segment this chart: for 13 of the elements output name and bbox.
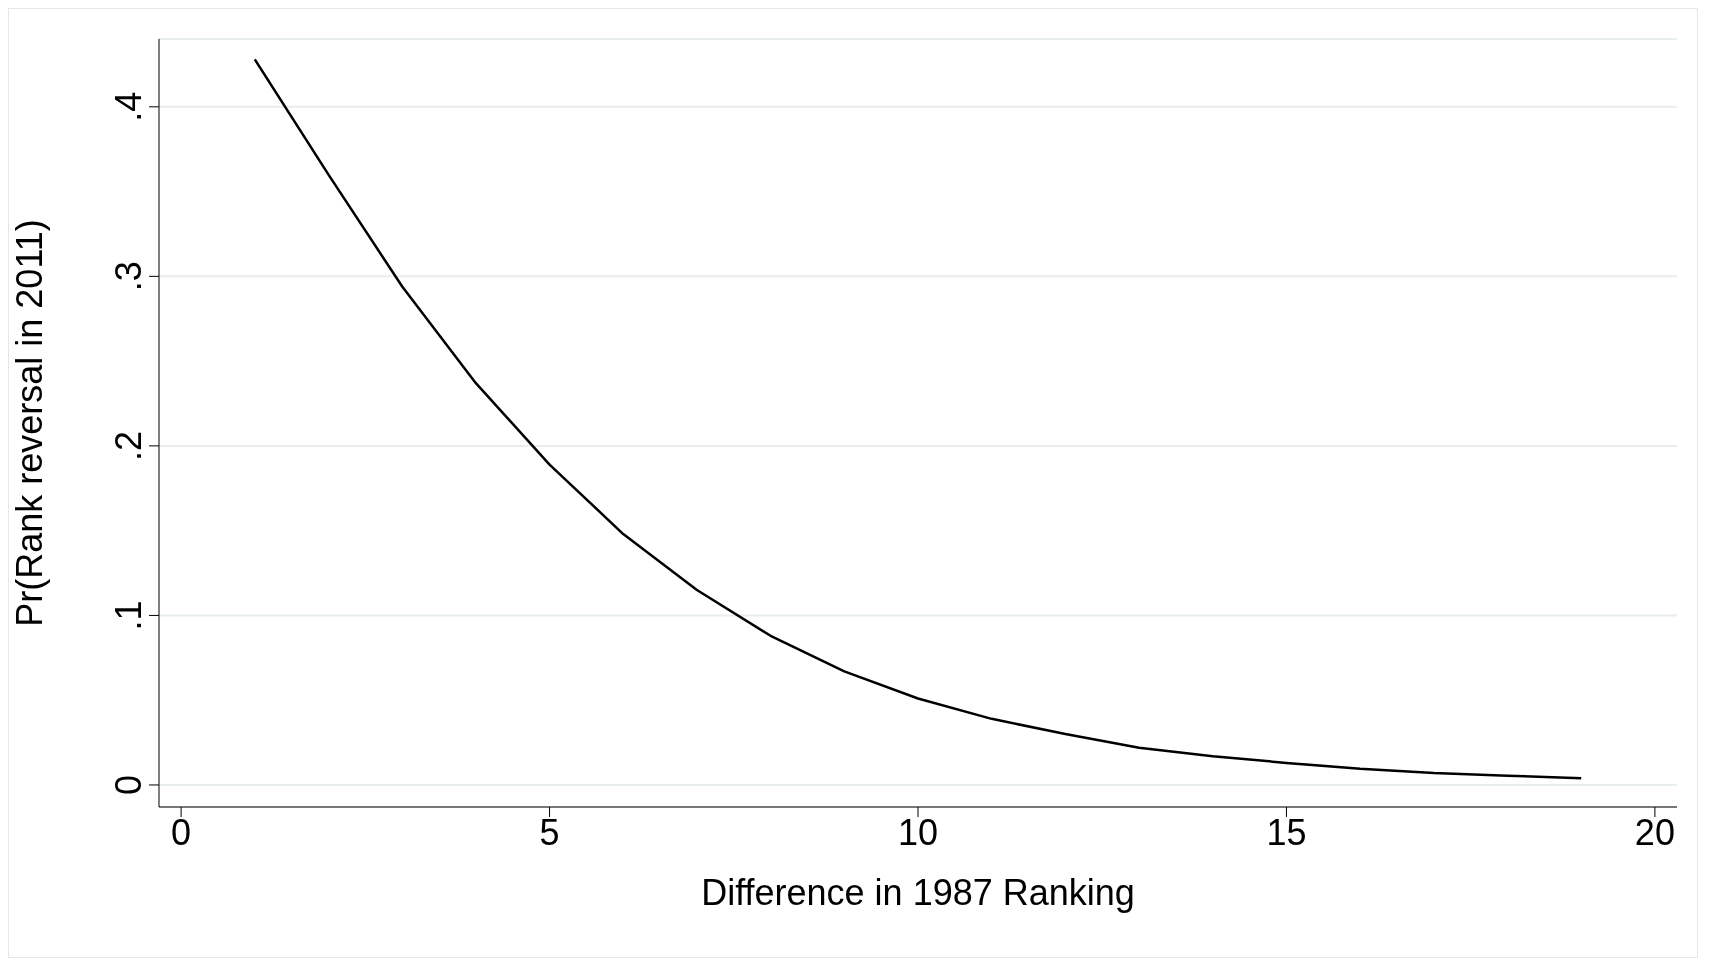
y-tick-label: .4 — [108, 91, 149, 122]
x-tick-label: 0 — [171, 811, 192, 853]
x-tick-label: 15 — [1266, 811, 1307, 853]
x-tick-label: 20 — [1634, 811, 1675, 853]
x-axis-title: Difference in 1987 Ranking — [701, 872, 1135, 913]
y-axis-title: Pr(Rank reversal in 2011) — [8, 219, 50, 627]
y-tick-label: .3 — [108, 261, 149, 292]
y-tick-label: .1 — [108, 600, 149, 631]
line-series — [253, 58, 1583, 780]
x-tick-label: 5 — [539, 811, 560, 853]
y-tick-label: 0 — [108, 774, 149, 795]
x-tick-label: 10 — [897, 811, 939, 853]
y-tick-label: .2 — [108, 430, 149, 461]
